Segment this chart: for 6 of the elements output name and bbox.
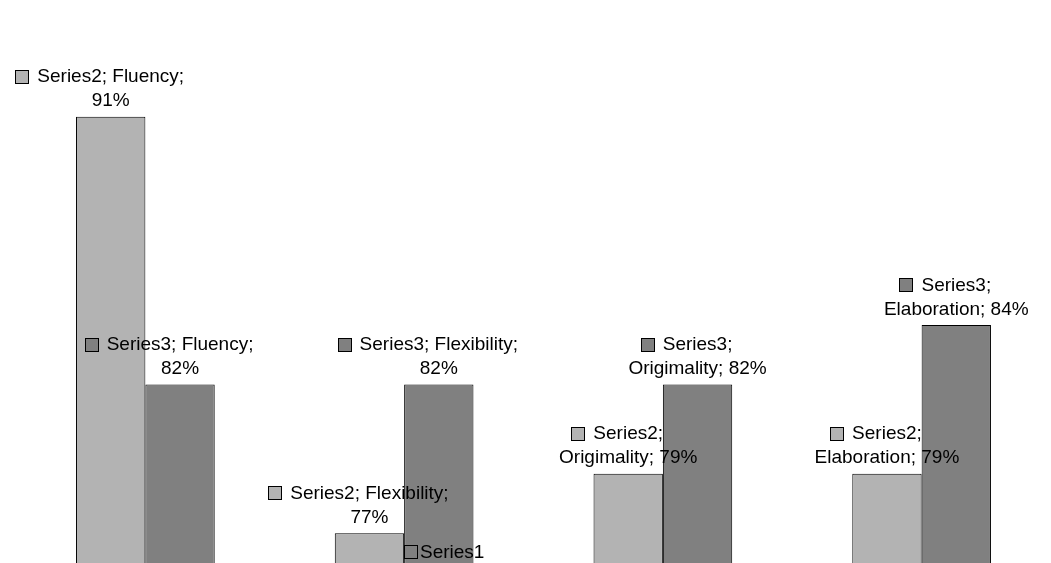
data-label: Series3; Flexibility; 82% <box>359 333 518 379</box>
data-label: Series3; Origimality; 82% <box>628 333 767 379</box>
data-label: Series3; Elaboration; 84% <box>883 273 1029 319</box>
data-label: Series2; Fluency; 91% <box>37 65 185 111</box>
data-label: Series3; Fluency; 82% <box>106 333 254 379</box>
data-label: Series2; Elaboration; 79% <box>814 422 960 468</box>
